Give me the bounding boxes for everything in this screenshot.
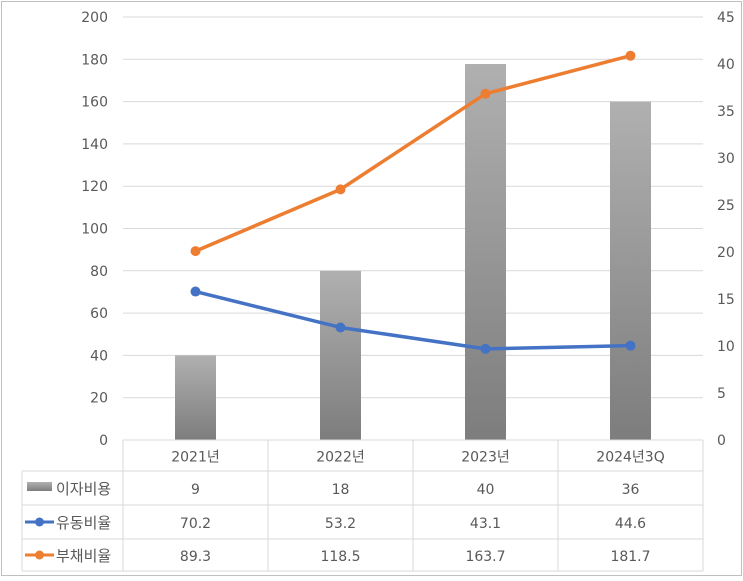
y-left-tick-label: 160 bbox=[81, 95, 108, 111]
series-point bbox=[480, 88, 491, 99]
bar bbox=[175, 355, 216, 440]
category-label: 2023년 bbox=[461, 450, 510, 466]
bar bbox=[320, 270, 361, 440]
y-left-tick-label: 40 bbox=[90, 348, 108, 364]
y-right-tick-label: 30 bbox=[717, 151, 735, 167]
y-left-tick-label: 100 bbox=[81, 222, 108, 238]
y-right-tick-label: 40 bbox=[717, 57, 735, 73]
y-left-tick-label: 120 bbox=[81, 179, 108, 195]
series-point bbox=[335, 322, 346, 333]
y-left-tick-label: 0 bbox=[99, 433, 108, 449]
y-right-tick-label: 5 bbox=[717, 386, 726, 402]
data-label: 9 bbox=[191, 482, 200, 498]
bar bbox=[465, 64, 506, 440]
y-right-tick-label: 35 bbox=[717, 104, 735, 120]
series-line bbox=[195, 289, 631, 351]
y-left-tick-label: 200 bbox=[81, 10, 108, 26]
series-point bbox=[480, 343, 491, 354]
y-right-tick-label: 10 bbox=[717, 339, 735, 355]
y-left-tick-label: 20 bbox=[90, 391, 108, 407]
data-label: 40 bbox=[477, 482, 495, 498]
category-label: 2024년3Q bbox=[596, 450, 664, 466]
data-label: 43.1 bbox=[470, 516, 501, 532]
y-left-tick-label: 80 bbox=[90, 264, 108, 280]
y-right-tick-label: 0 bbox=[717, 433, 726, 449]
data-label: 18 bbox=[332, 482, 350, 498]
bar bbox=[610, 101, 651, 440]
series-line bbox=[194, 54, 631, 253]
series-point bbox=[335, 184, 346, 195]
category-label: 2022년 bbox=[316, 450, 365, 466]
series-name: 유동비율 bbox=[56, 514, 111, 532]
data-label: 181.7 bbox=[610, 549, 650, 565]
series-name: 이자비용 bbox=[56, 480, 111, 498]
y-left-tick-label: 140 bbox=[81, 137, 108, 153]
y-right-tick-label: 25 bbox=[717, 198, 735, 214]
series-point bbox=[625, 50, 636, 61]
series-point bbox=[190, 286, 201, 297]
y-right-tick-label: 20 bbox=[717, 245, 735, 261]
y-left-tick-label: 60 bbox=[90, 306, 108, 322]
series-point bbox=[190, 246, 201, 257]
legend-key-marker bbox=[35, 550, 44, 560]
data-label: 53.2 bbox=[325, 516, 356, 532]
series-point bbox=[625, 340, 636, 351]
data-label: 44.6 bbox=[615, 516, 646, 532]
series-name: 부채비율 bbox=[56, 547, 111, 565]
legend-key-bar bbox=[27, 482, 52, 491]
data-label: 36 bbox=[622, 482, 640, 498]
y-left-tick-label: 180 bbox=[81, 52, 108, 68]
data-label: 70.2 bbox=[180, 516, 211, 532]
data-label: 118.5 bbox=[320, 549, 360, 565]
data-label: 163.7 bbox=[465, 549, 505, 565]
legend-key-marker bbox=[35, 517, 44, 527]
data-label: 89.3 bbox=[180, 549, 211, 565]
category-label: 2021년 bbox=[171, 450, 220, 466]
y-right-tick-label: 15 bbox=[717, 292, 735, 308]
y-right-tick-label: 45 bbox=[717, 10, 735, 26]
